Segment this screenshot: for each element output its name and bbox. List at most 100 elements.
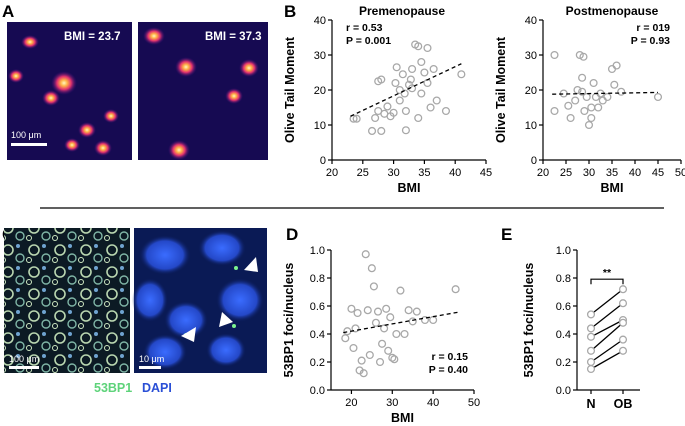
b-post-y-tick-label: 20 — [525, 85, 537, 97]
b-pre-x-tick-label: 45 — [480, 167, 492, 179]
b-post-data-point — [564, 101, 573, 110]
d-data-point — [371, 318, 380, 327]
panel-letter-e: E — [501, 225, 512, 244]
e-data-point-ob — [618, 318, 628, 327]
e-y-tick-label: 0.4 — [556, 329, 571, 341]
panel-letter-b: B — [284, 2, 296, 21]
d-data-point — [400, 329, 409, 339]
d-stat-r: r = 0.15 — [432, 351, 469, 363]
b-post-y-axis-title: Olive Tail Moment — [494, 36, 508, 143]
d-data-point — [367, 264, 376, 273]
chart-53bp1-paired: 0.0 0.2 0.4 0.6 0.8 1.0 53BP1 foci/nucleus N OB *… — [522, 245, 640, 411]
b-post-x-axis-title: BMI — [601, 181, 624, 195]
b-pre-data-point — [414, 113, 423, 123]
d-data-point — [420, 315, 430, 325]
b-pre-chart-title: Premenopause — [359, 4, 445, 18]
b-pre-data-point — [408, 64, 417, 74]
b-post-x-tick-label: 45 — [652, 167, 664, 179]
d-data-point — [451, 285, 460, 294]
b-post-data-point — [582, 92, 591, 102]
b-pre-x-axis-title: BMI — [398, 181, 421, 195]
d-y-tick-label: 0.8 — [310, 273, 325, 285]
stain-label-dapi: DAPI — [142, 381, 172, 395]
d-data-point — [429, 315, 438, 325]
comet-image-1-label: BMI = 23.7 — [64, 31, 121, 43]
d-data-point — [390, 355, 399, 364]
b-post-data-point — [653, 92, 663, 102]
b-post-data-point — [550, 50, 559, 60]
b-post-data-point — [591, 92, 600, 102]
b-pre-data-point — [367, 126, 377, 135]
chart-premenopause: 0 10 20 30 40 Olive Tail Moment 20 25 30 35 40 45 BM… — [283, 4, 492, 195]
e-y-axis-title: 53BP1 foci/nucleus — [522, 263, 536, 378]
d-y-tick-label: 0.4 — [310, 329, 325, 341]
b-pre-x-tick-label: 30 — [387, 167, 399, 179]
e-pair-line — [590, 339, 624, 363]
e-y-tick-label: 0.2 — [556, 357, 571, 369]
b-pre-data-point — [401, 106, 410, 116]
b-pre-y-tick-label: 0 — [320, 155, 326, 167]
b-pre-x-tick-label: 20 — [326, 167, 338, 179]
e-y-tick-label: 0.6 — [556, 301, 571, 313]
d-data-point — [365, 350, 374, 360]
b-pre-stat-r: r = 0.53 — [346, 22, 383, 34]
b-post-data-point — [579, 52, 588, 61]
d-trend-line — [343, 311, 458, 334]
b-pre-x-tick-label: 35 — [418, 167, 430, 179]
b-pre-data-point — [420, 68, 429, 77]
b-post-data-point — [607, 64, 617, 74]
b-pre-x-tick-label: 25 — [357, 167, 369, 179]
d-y-tick-label: 0.6 — [310, 301, 325, 313]
d-data-point — [361, 250, 370, 259]
e-pair-line — [590, 350, 624, 370]
b-post-x-tick-label: 25 — [560, 167, 572, 179]
b-post-x-tick-label: 40 — [629, 167, 641, 179]
b-pre-data-point — [426, 103, 435, 112]
d-data-point — [380, 324, 389, 333]
b-post-x-tick-label: 30 — [583, 167, 595, 179]
e-pair-line — [590, 288, 624, 315]
b-pre-y-tick-label: 10 — [314, 120, 326, 132]
b-pre-y-tick-label: 20 — [314, 85, 326, 97]
comet-image-1 — [7, 22, 132, 160]
e-pair-line — [590, 322, 624, 352]
d-data-point — [386, 313, 395, 322]
b-post-data-point — [594, 103, 603, 112]
d-y-tick-label: 0.0 — [310, 385, 325, 397]
b-post-data-point — [598, 96, 607, 105]
b-post-y-tick-label: 10 — [525, 120, 537, 132]
chart-postmenopause: 0 10 20 30 40 Olive Tail Moment 20 25 30 35 40 45 50… — [494, 4, 685, 195]
chart-53bp1-bmi: 0.0 0.2 0.4 0.6 0.8 1.0 53BP1 foci/nucleus 20 30… — [282, 245, 480, 425]
b-pre-y-tick-label: 30 — [314, 50, 326, 62]
b-post-y-tick-label: 0 — [531, 155, 537, 167]
b-pre-data-point — [352, 114, 361, 123]
b-pre-data-point — [389, 108, 398, 117]
scale-bar-c2 — [139, 366, 161, 369]
comet-image-2 — [138, 22, 268, 160]
e-y-tick-label: 1.0 — [556, 245, 571, 257]
e-data-point-n — [586, 310, 596, 319]
b-post-data-point — [584, 120, 594, 130]
b-pre-data-point — [391, 78, 400, 88]
d-data-point — [404, 306, 413, 315]
b-post-y-tick-label: 40 — [525, 15, 537, 27]
e-data-point-n — [586, 364, 596, 374]
comet-image-2-label: BMI = 37.3 — [205, 31, 262, 43]
d-data-point — [357, 356, 366, 365]
e-y-tick-label: 0.8 — [556, 273, 571, 285]
e-data-point-n — [586, 324, 596, 333]
e-data-point-n — [586, 346, 596, 355]
e-data-point-ob — [618, 299, 628, 308]
d-data-point — [375, 357, 385, 367]
b-post-data-point — [571, 96, 580, 105]
d-x-tick-label: 20 — [345, 397, 357, 409]
e-data-point-ob — [618, 335, 628, 344]
b-pre-data-point — [383, 102, 392, 111]
b-post-data-point — [589, 78, 598, 88]
b-pre-data-point — [417, 57, 426, 67]
d-data-point — [343, 327, 352, 336]
b-pre-data-point — [395, 96, 404, 105]
e-significance-bracket — [590, 278, 624, 285]
arrowhead-marker — [181, 327, 196, 342]
b-post-data-point — [578, 87, 587, 96]
